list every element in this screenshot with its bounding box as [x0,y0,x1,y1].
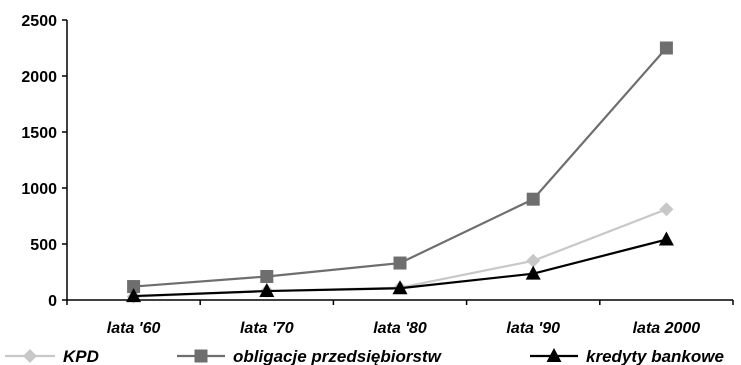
legend-item: obligacje przedsiębiorstw [177,347,443,365]
data-point [260,269,274,283]
data-point [525,265,541,280]
legend-label: obligacje przedsiębiorstw [233,347,443,365]
x-tick-label: lata '70 [240,320,294,337]
legend-label: KPD [63,347,99,365]
y-axis: 0 500 1000 1500 2000 2500 [21,13,68,310]
y-tick-label: 500 [30,237,57,254]
y-tick-label: 1500 [21,125,57,142]
data-point [127,280,141,294]
legend: KPD obligacje przedsiębiorstw kredyty bank… [5,347,724,365]
legend-marker [194,349,208,363]
x-tick-label: lata '80 [373,320,427,337]
legend-item: KPD [5,347,99,365]
data-point [658,231,674,246]
series-line [133,47,668,288]
x-axis: lata '60 lata '70 lata '80 lata '90 lata 200… [66,299,734,337]
series-2 [126,231,674,303]
y-tick-label: 1000 [21,181,57,198]
legend-label: kredyty bankowe [586,347,724,365]
data-point [659,202,674,217]
data-point [659,41,673,55]
plot-area [126,41,674,304]
legend-marker [546,348,562,362]
data-point [526,253,541,268]
legend-marker [23,349,37,363]
y-tick-label: 2000 [21,69,57,86]
data-point [526,192,540,206]
data-point [126,288,142,303]
y-tick-label: 2500 [21,13,57,30]
series-1 [127,41,673,294]
x-tick-label: lata '90 [506,320,560,337]
data-point [393,256,407,270]
legend-item: kredyty bankowe [530,347,724,365]
y-tick-label: 0 [48,293,57,310]
data-point [259,283,275,298]
x-tick-label: lata 2000 [633,320,701,337]
x-tick-label: lata '60 [107,320,161,337]
data-point [392,280,408,295]
